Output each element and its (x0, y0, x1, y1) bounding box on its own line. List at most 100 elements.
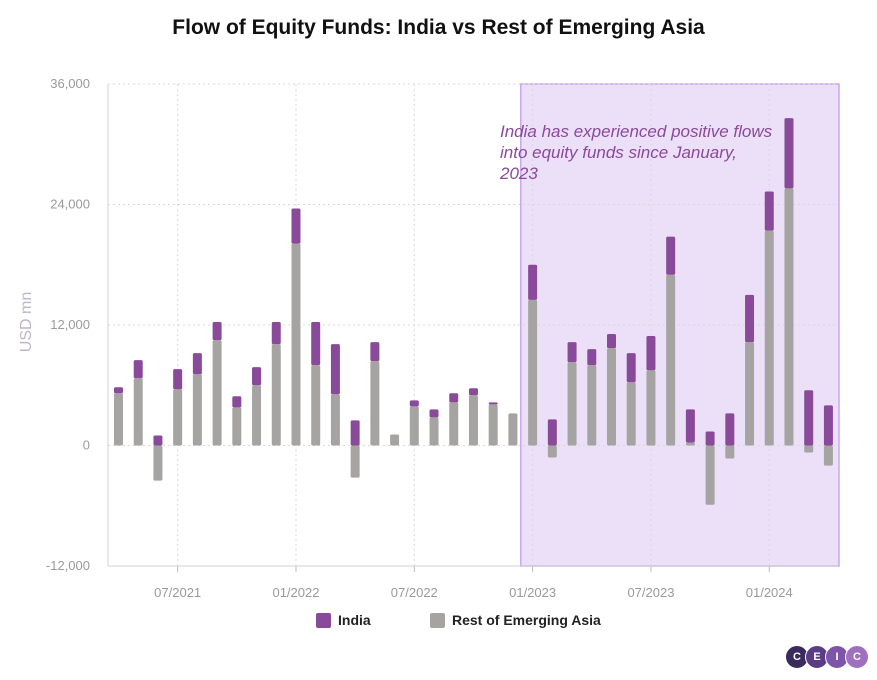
bar-india (192, 353, 202, 375)
x-tick-label: 01/2023 (509, 585, 556, 600)
bar-india (330, 344, 340, 395)
bar-rest-of-emerging-asia (271, 344, 281, 446)
y-tick-label: 12,000 (50, 317, 90, 332)
bar-rest-of-emerging-asia (745, 342, 755, 446)
bar-rest-of-emerging-asia (646, 370, 656, 446)
y-tick-label: -12,000 (46, 558, 90, 573)
bar-india (685, 409, 695, 443)
ceic-logo: C E I C (785, 645, 869, 669)
bar-india (528, 264, 538, 300)
legend-label-rest: Rest of Emerging Asia (452, 612, 601, 628)
bar-rest-of-emerging-asia (133, 378, 143, 446)
x-tick-label: 01/2024 (746, 585, 793, 600)
bar-rest-of-emerging-asia (567, 362, 577, 446)
bar-india (646, 336, 656, 371)
bar-india (607, 334, 616, 349)
annotation-line: into equity funds since January, (500, 143, 737, 162)
bar-india (173, 369, 183, 390)
bar-rest-of-emerging-asia (547, 445, 557, 458)
logo-letter-c1: C (785, 645, 809, 669)
bar-india (291, 208, 301, 244)
x-tick-label: 07/2021 (154, 585, 201, 600)
bar-india (232, 396, 242, 408)
bar-rest-of-emerging-asia (705, 445, 715, 505)
bar-india (114, 387, 123, 394)
legend-swatch-india (316, 612, 331, 628)
bar-india (666, 236, 676, 275)
bar-rest-of-emerging-asia (528, 299, 538, 446)
bar-india (705, 431, 715, 446)
bar-india (271, 321, 281, 345)
bar-rest-of-emerging-asia (192, 374, 202, 446)
annotation-line: India has experienced positive flows (500, 122, 773, 141)
y-tick-label: 24,000 (50, 197, 90, 212)
bar-rest-of-emerging-asia (607, 348, 616, 446)
bar-india (409, 400, 419, 407)
bar-rest-of-emerging-asia (330, 394, 340, 446)
bar-rest-of-emerging-asia (153, 445, 163, 481)
bar-rest-of-emerging-asia (725, 445, 735, 459)
bar-rest-of-emerging-asia (587, 365, 597, 446)
bar-india (784, 118, 794, 189)
logo-letter-c2: C (845, 645, 869, 669)
bar-rest-of-emerging-asia (784, 188, 794, 446)
bar-rest-of-emerging-asia (409, 406, 419, 446)
bar-india (745, 294, 755, 343)
bar-rest-of-emerging-asia (173, 389, 183, 446)
bar-india (587, 349, 597, 366)
chart-legend: India Rest of Emerging Asia (0, 612, 877, 634)
bar-rest-of-emerging-asia (429, 417, 439, 446)
bar-rest-of-emerging-asia (390, 434, 400, 446)
bar-india (488, 402, 498, 405)
y-tick-label: 0 (83, 438, 90, 453)
bar-india (449, 393, 459, 403)
bar-rest-of-emerging-asia (252, 385, 262, 446)
bar-rest-of-emerging-asia (508, 413, 518, 446)
bar-rest-of-emerging-asia (291, 243, 301, 446)
bar-rest-of-emerging-asia (823, 445, 833, 466)
bar-rest-of-emerging-asia (764, 230, 774, 446)
annotation-line: 2023 (499, 164, 538, 183)
bar-rest-of-emerging-asia (488, 404, 498, 446)
bar-india (133, 360, 143, 379)
bar-india (764, 191, 774, 231)
bar-rest-of-emerging-asia (114, 393, 123, 446)
bar-rest-of-emerging-asia (212, 340, 222, 446)
chart-title: Flow of Equity Funds: India vs Rest of E… (172, 16, 705, 39)
y-axis-label: USD mn (18, 292, 35, 352)
bar-india (804, 390, 814, 446)
bar-india (567, 342, 577, 363)
bar-rest-of-emerging-asia (311, 365, 321, 446)
chart-plot: 36,000 24,000 12,000 0 -12,000 07/2021 01/2022… (18, 76, 840, 600)
x-tick-label: 07/2023 (627, 585, 674, 600)
bar-india (311, 321, 321, 366)
bar-india (252, 367, 262, 386)
bar-rest-of-emerging-asia (804, 445, 814, 453)
x-tick-label: 07/2022 (391, 585, 438, 600)
bar-india (153, 435, 163, 446)
logo-letter-i: I (825, 645, 849, 669)
legend-item-rest[interactable]: Rest of Emerging Asia (430, 612, 601, 628)
legend-item-india[interactable]: India (316, 612, 371, 628)
bar-rest-of-emerging-asia (666, 274, 676, 446)
bar-india (429, 409, 439, 418)
bar-india (212, 321, 222, 341)
bar-rest-of-emerging-asia (626, 382, 636, 446)
bar-india (370, 342, 380, 362)
legend-swatch-rest (430, 612, 445, 628)
bar-india (823, 405, 833, 446)
bar-india (626, 353, 636, 383)
bar-rest-of-emerging-asia (449, 402, 459, 446)
legend-label-india: India (338, 612, 371, 628)
bar-india (547, 419, 557, 446)
bar-india (468, 388, 478, 396)
bar-india (725, 413, 735, 446)
bar-rest-of-emerging-asia (685, 442, 695, 446)
bar-rest-of-emerging-asia (232, 407, 242, 446)
bar-rest-of-emerging-asia (468, 395, 478, 446)
y-tick-label: 36,000 (50, 76, 90, 91)
x-tick-label: 01/2022 (272, 585, 319, 600)
bar-rest-of-emerging-asia (370, 361, 380, 446)
bar-rest-of-emerging-asia (350, 445, 360, 478)
bar-india (350, 420, 360, 446)
